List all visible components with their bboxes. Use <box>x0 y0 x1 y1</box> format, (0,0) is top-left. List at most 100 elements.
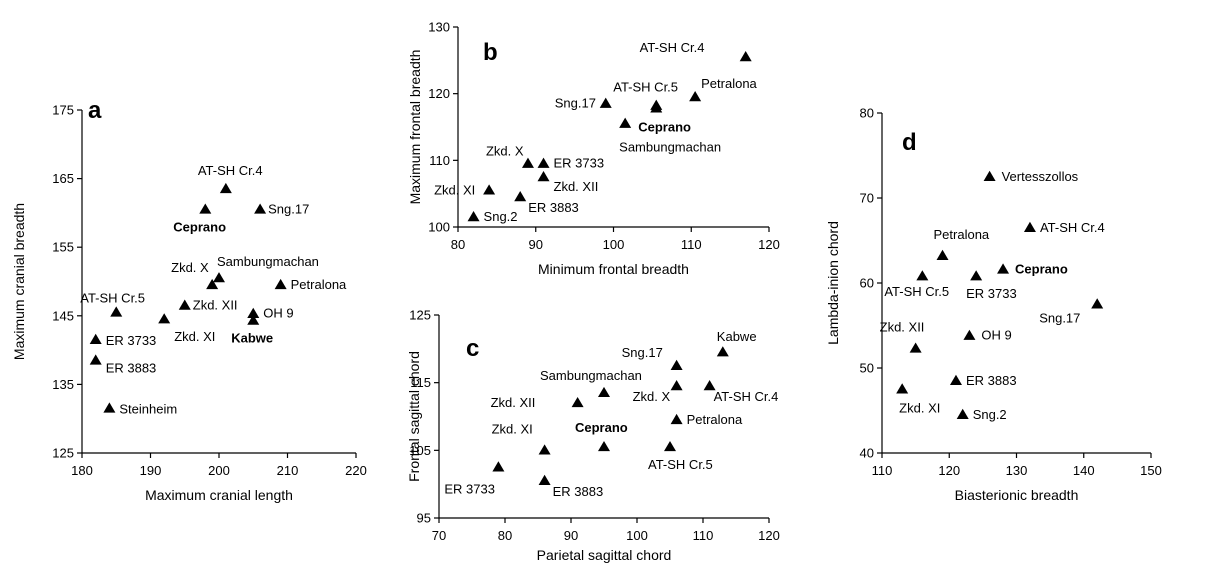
data-point-label: Sambungmachan <box>619 140 721 155</box>
panel-c: c70 80 90 100 110 12095105115125Parietal sagi… <box>406 308 780 564</box>
y-axis-title: Maximum cranial breadth <box>11 203 27 360</box>
data-point-marker <box>598 441 610 451</box>
data-point-marker <box>90 354 102 364</box>
data-point-label: Sambungmachan <box>540 368 642 383</box>
data-point-marker <box>963 330 975 340</box>
data-point-label: Zkd. XII <box>491 395 536 410</box>
x-tick-label: 70 <box>432 528 446 543</box>
data-point-label: Kabwe <box>717 329 757 344</box>
data-point-marker <box>598 387 610 397</box>
data-point-label: Ceprano <box>1015 261 1068 276</box>
data-point-marker <box>1091 298 1103 308</box>
data-point-marker <box>514 191 526 201</box>
data-point-label: ER 3733 <box>966 286 1017 301</box>
x-tick-label: 200 <box>208 463 230 478</box>
x-tick-label: 80 <box>451 237 465 252</box>
data-point-marker <box>275 279 287 289</box>
data-point-marker <box>103 402 115 412</box>
data-point-label: ER 3733 <box>554 156 605 171</box>
y-tick-label: 135 <box>52 377 74 392</box>
data-point-marker <box>717 346 729 356</box>
data-point-label: Kabwe <box>231 331 273 346</box>
data-point-label: Sng.17 <box>1039 310 1080 325</box>
data-point-marker <box>158 313 170 323</box>
panel-letter-c: c <box>466 335 479 362</box>
data-point-label: ER 3733 <box>444 481 495 496</box>
data-point-label: ER 3883 <box>966 373 1017 388</box>
data-point-marker <box>179 300 191 310</box>
panel-b: b 80 90 100 110 120 100 110 120 130 Minimum fronta… <box>407 20 780 278</box>
panel-letter-a: a <box>88 97 102 124</box>
data-point-label: Ceprano <box>575 420 628 435</box>
x-tick-label: 210 <box>277 463 299 478</box>
data-point-marker <box>110 306 122 316</box>
y-tick-label: 50 <box>860 361 874 376</box>
x-tick-label: 220 <box>345 463 367 478</box>
x-tick-label: 90 <box>529 237 543 252</box>
data-point-label: Sambungmachan <box>217 254 319 269</box>
y-tick-label: 100 <box>428 220 450 235</box>
y-axis-title: Frontal sagittal chord <box>406 351 422 482</box>
x-tick-label: 110 <box>681 237 702 252</box>
data-point-marker <box>937 250 949 260</box>
data-point-label: AT-SH Cr.4 <box>640 40 705 55</box>
data-point-label: Zkd. XII <box>193 298 238 313</box>
data-point-marker <box>997 263 1009 273</box>
data-point-label: AT-SH Cr.4 <box>198 163 263 178</box>
data-point-label: Petralona <box>291 277 347 292</box>
data-point-marker <box>689 91 701 101</box>
data-point-marker <box>199 203 211 213</box>
data-point-label: ER 3883 <box>553 484 604 499</box>
data-point-marker <box>468 211 480 221</box>
x-tick-label: 100 <box>626 528 648 543</box>
data-point-marker <box>671 360 683 370</box>
x-tick-label: 150 <box>1140 463 1162 478</box>
data-point-label: Petralona <box>934 227 990 242</box>
data-point-marker <box>896 383 908 393</box>
x-tick-label: 120 <box>938 463 960 478</box>
panel-d: d110 120 130 140 1504050607080Biasterionic b… <box>825 106 1162 504</box>
y-tick-label: 145 <box>52 308 74 323</box>
data-point-marker <box>539 444 551 454</box>
data-point-marker <box>950 375 962 385</box>
data-point-label: Sng.2 <box>973 407 1007 422</box>
data-point-label: Zkd. X <box>633 389 671 404</box>
x-tick-label: 140 <box>1073 463 1095 478</box>
x-axis-title: Minimum frontal breadth <box>538 261 689 277</box>
x-tick-label: 100 <box>603 237 625 252</box>
y-tick-label: 95 <box>417 511 431 526</box>
data-point-marker <box>213 272 225 282</box>
data-point-label: Petralona <box>701 76 757 91</box>
data-point-label: AT-SH Cr.4 <box>714 389 779 404</box>
data-point-label: AT-SH Cr.5 <box>80 290 145 305</box>
data-point-label: Sng.17 <box>268 201 309 216</box>
data-point-label: ER 3883 <box>528 200 579 215</box>
panel-a: a 180 190 200 210 220 125 135 145 155 165 175 Maximu… <box>11 97 367 503</box>
data-point-label: AT-SH Cr.5 <box>613 80 678 95</box>
data-point-marker <box>916 270 928 280</box>
data-point-marker <box>600 98 612 108</box>
x-tick-label: 120 <box>758 237 780 252</box>
data-point-label: Ceprano <box>173 219 226 234</box>
x-tick-label: 80 <box>498 528 512 543</box>
data-point-marker <box>664 441 676 451</box>
data-point-marker <box>254 203 266 213</box>
data-point-marker <box>483 184 495 194</box>
panel-letter-d: d <box>902 129 917 156</box>
data-point-label: Vertesszollos <box>1002 169 1079 184</box>
data-point-label: ER 3733 <box>106 333 157 348</box>
data-point-label: Zkd. XII <box>554 179 599 194</box>
x-axis-title: Maximum cranial length <box>145 487 293 503</box>
data-point-marker <box>671 414 683 424</box>
data-point-label: Zkd. X <box>171 260 209 275</box>
data-point-label: AT-SH Cr.5 <box>884 284 949 299</box>
data-point-label: Zkd. XI <box>899 400 940 415</box>
data-point-label: Zkd. XI <box>492 421 533 436</box>
data-point-marker <box>90 334 102 344</box>
data-point-marker <box>671 380 683 390</box>
data-point-label: Sng.2 <box>484 209 518 224</box>
x-tick-label: 120 <box>758 528 780 543</box>
data-point-label: Zkd. XI <box>174 329 215 344</box>
x-tick-label: 110 <box>872 463 893 478</box>
